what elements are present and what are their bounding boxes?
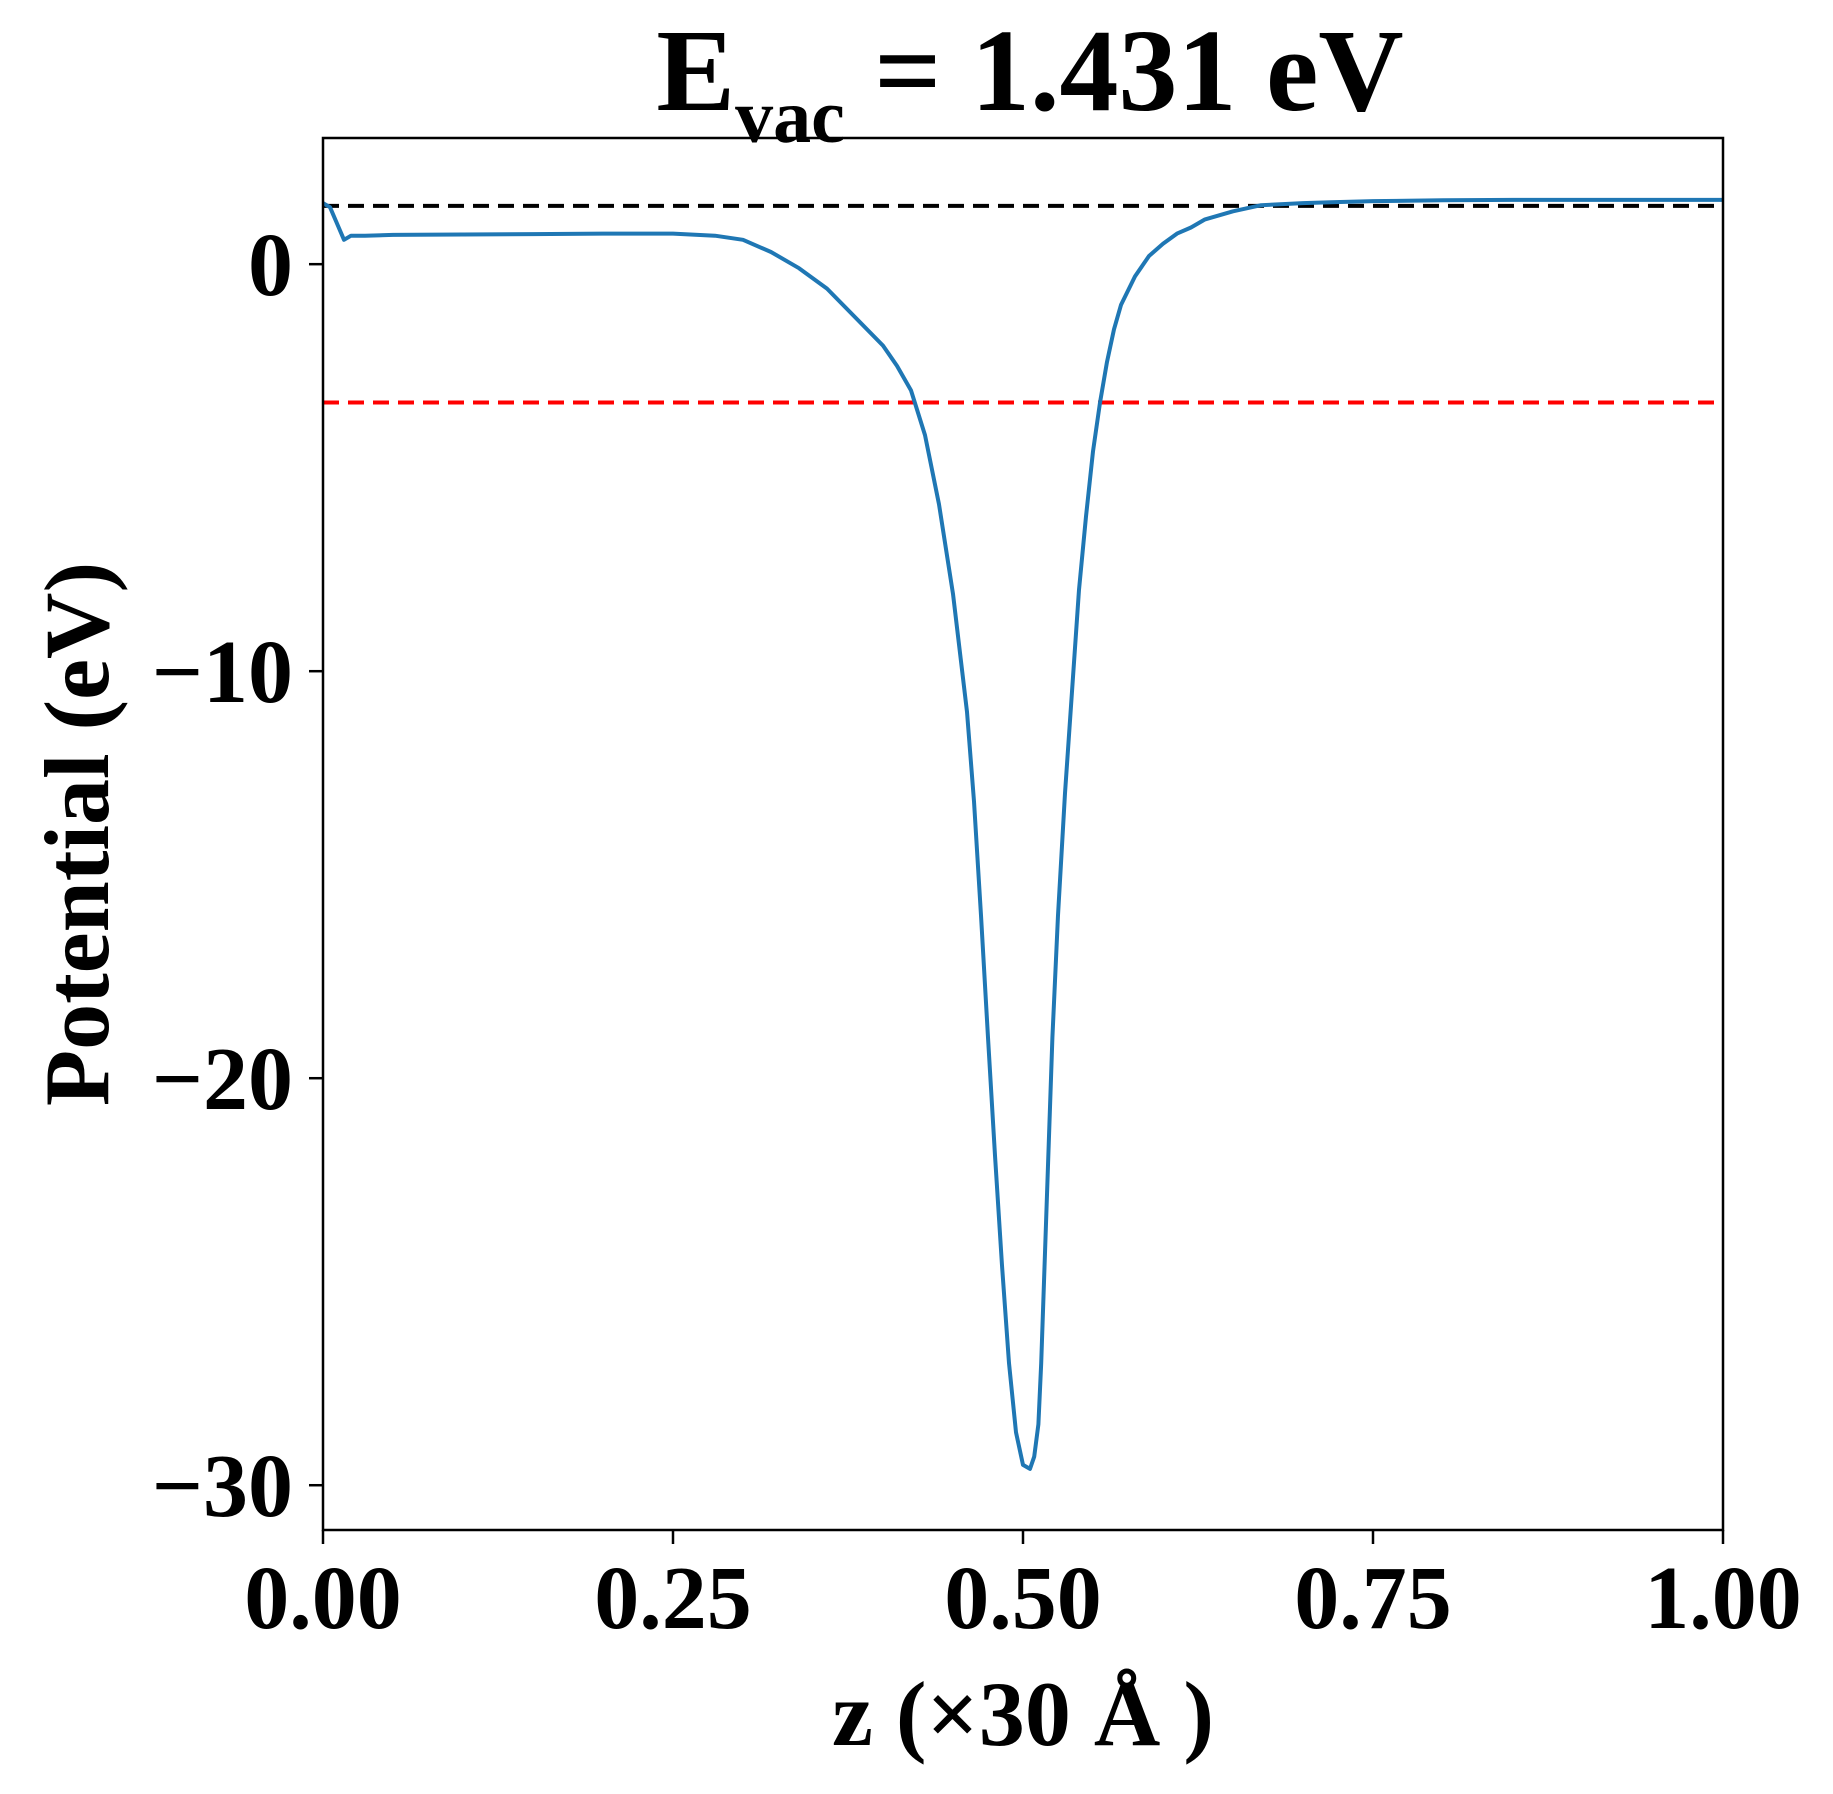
plot-content <box>321 197 1723 1471</box>
x-axis-label: z (×30 Å ) <box>832 1663 1214 1765</box>
chart-title: Evac = 1.431 eV <box>656 5 1403 159</box>
x-tick-label: 0.00 <box>244 1549 402 1648</box>
chart-title-rest: = 1.431 eV <box>845 5 1404 136</box>
x-tick-label: 0.75 <box>1294 1549 1452 1648</box>
chart-title-subscript: vac <box>735 75 845 159</box>
plot-frame <box>321 136 1725 1532</box>
y-tick-label: −10 <box>152 623 293 722</box>
x-tick-label: 0.50 <box>944 1549 1102 1648</box>
chart-title-main: E <box>656 5 735 136</box>
y-axis-ticks: 0 −10 −20 −30 <box>152 216 323 1536</box>
x-axis-ticks: 0.00 0.25 0.50 0.75 1.00 <box>244 1530 1802 1648</box>
y-tick-label: 0 <box>248 216 293 315</box>
y-tick-label: −20 <box>152 1030 293 1129</box>
y-axis-label: Potential (eV) <box>26 562 128 1106</box>
x-tick-label: 1.00 <box>1644 1549 1802 1648</box>
series-line-0 <box>321 197 1723 1471</box>
y-tick-label: −30 <box>152 1437 293 1536</box>
x-tick-label: 0.25 <box>594 1549 752 1648</box>
